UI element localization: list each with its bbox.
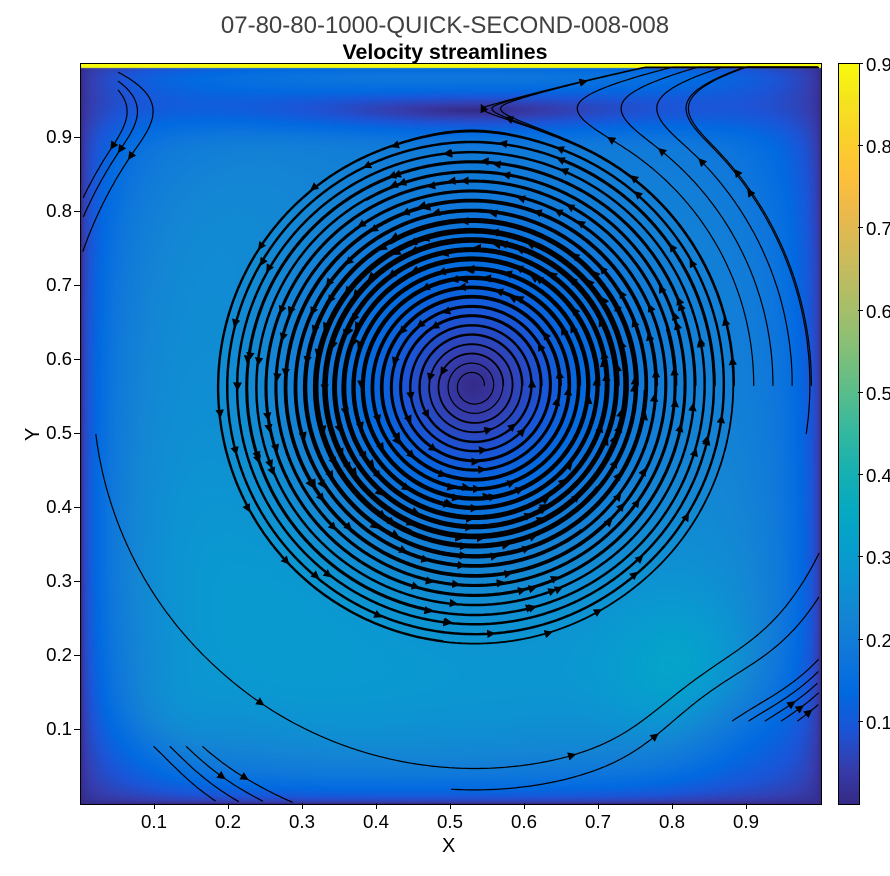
colorbar-tick-label: 0.8 [866, 136, 890, 158]
colorbar-tick-label: 0.2 [866, 630, 890, 652]
x-tick-label: 0.9 [733, 811, 759, 833]
y-tick-label: 0.3 [38, 570, 72, 592]
tick-mark [376, 803, 377, 809]
colorbar-tick-label: 0.7 [866, 218, 890, 240]
tick-mark [74, 433, 80, 434]
tick-mark [672, 803, 673, 809]
tick-mark [858, 310, 863, 311]
x-tick-label: 0.8 [659, 811, 685, 833]
x-tick-label: 0.6 [511, 811, 537, 833]
y-tick-label: 0.6 [38, 348, 72, 370]
tick-mark [74, 507, 80, 508]
tick-mark [858, 639, 863, 640]
x-axis-label: X [442, 835, 455, 858]
y-tick-label: 0.8 [38, 200, 72, 222]
tick-mark [598, 803, 599, 809]
axes-title: Velocity streamlines [0, 40, 890, 65]
streamline-plot [80, 63, 822, 805]
colorbar-tick-label: 0.1 [866, 712, 890, 734]
tick-mark [228, 803, 229, 809]
tick-mark [746, 803, 747, 809]
tick-mark [858, 227, 863, 228]
colorbar-tick-label: 0.6 [866, 301, 890, 323]
x-tick-label: 0.1 [141, 811, 167, 833]
y-tick-label: 0.5 [38, 422, 72, 444]
y-tick-label: 0.9 [38, 126, 72, 148]
tick-mark [524, 803, 525, 809]
tick-mark [858, 556, 863, 557]
x-tick-label: 0.4 [363, 811, 389, 833]
y-tick-label: 0.4 [38, 496, 72, 518]
velocity-magnitude-heatmap [81, 64, 821, 804]
tick-mark [74, 285, 80, 286]
tick-mark [154, 803, 155, 809]
tick-mark [858, 145, 863, 146]
colorbar-tick-label: 0.9 [866, 54, 890, 76]
x-tick-label: 0.7 [585, 811, 611, 833]
tick-mark [74, 137, 80, 138]
tick-mark [74, 359, 80, 360]
colorbar-tick-label: 0.4 [866, 465, 890, 487]
tick-mark [858, 474, 863, 475]
figure-supertitle: 07-80-80-1000-QUICK-SECOND-008-008 [0, 12, 890, 40]
tick-mark [858, 392, 863, 393]
tick-mark [74, 581, 80, 582]
x-tick-label: 0.3 [289, 811, 315, 833]
tick-mark [302, 803, 303, 809]
tick-mark [858, 63, 863, 64]
colorbar-tick-label: 0.3 [866, 547, 890, 569]
figure-container: 07-80-80-1000-QUICK-SECOND-008-008 Veloc… [0, 0, 890, 876]
tick-mark [450, 803, 451, 809]
colorbar-gradient [839, 64, 859, 804]
y-tick-label: 0.2 [38, 644, 72, 666]
colorbar-tick-label: 0.5 [866, 383, 890, 405]
x-tick-label: 0.5 [437, 811, 463, 833]
colorbar [838, 63, 860, 805]
y-tick-label: 0.1 [38, 718, 72, 740]
tick-mark [74, 211, 80, 212]
y-tick-label: 0.7 [38, 274, 72, 296]
x-tick-label: 0.2 [215, 811, 241, 833]
tick-mark [858, 721, 863, 722]
tick-mark [74, 655, 80, 656]
tick-mark [74, 729, 80, 730]
